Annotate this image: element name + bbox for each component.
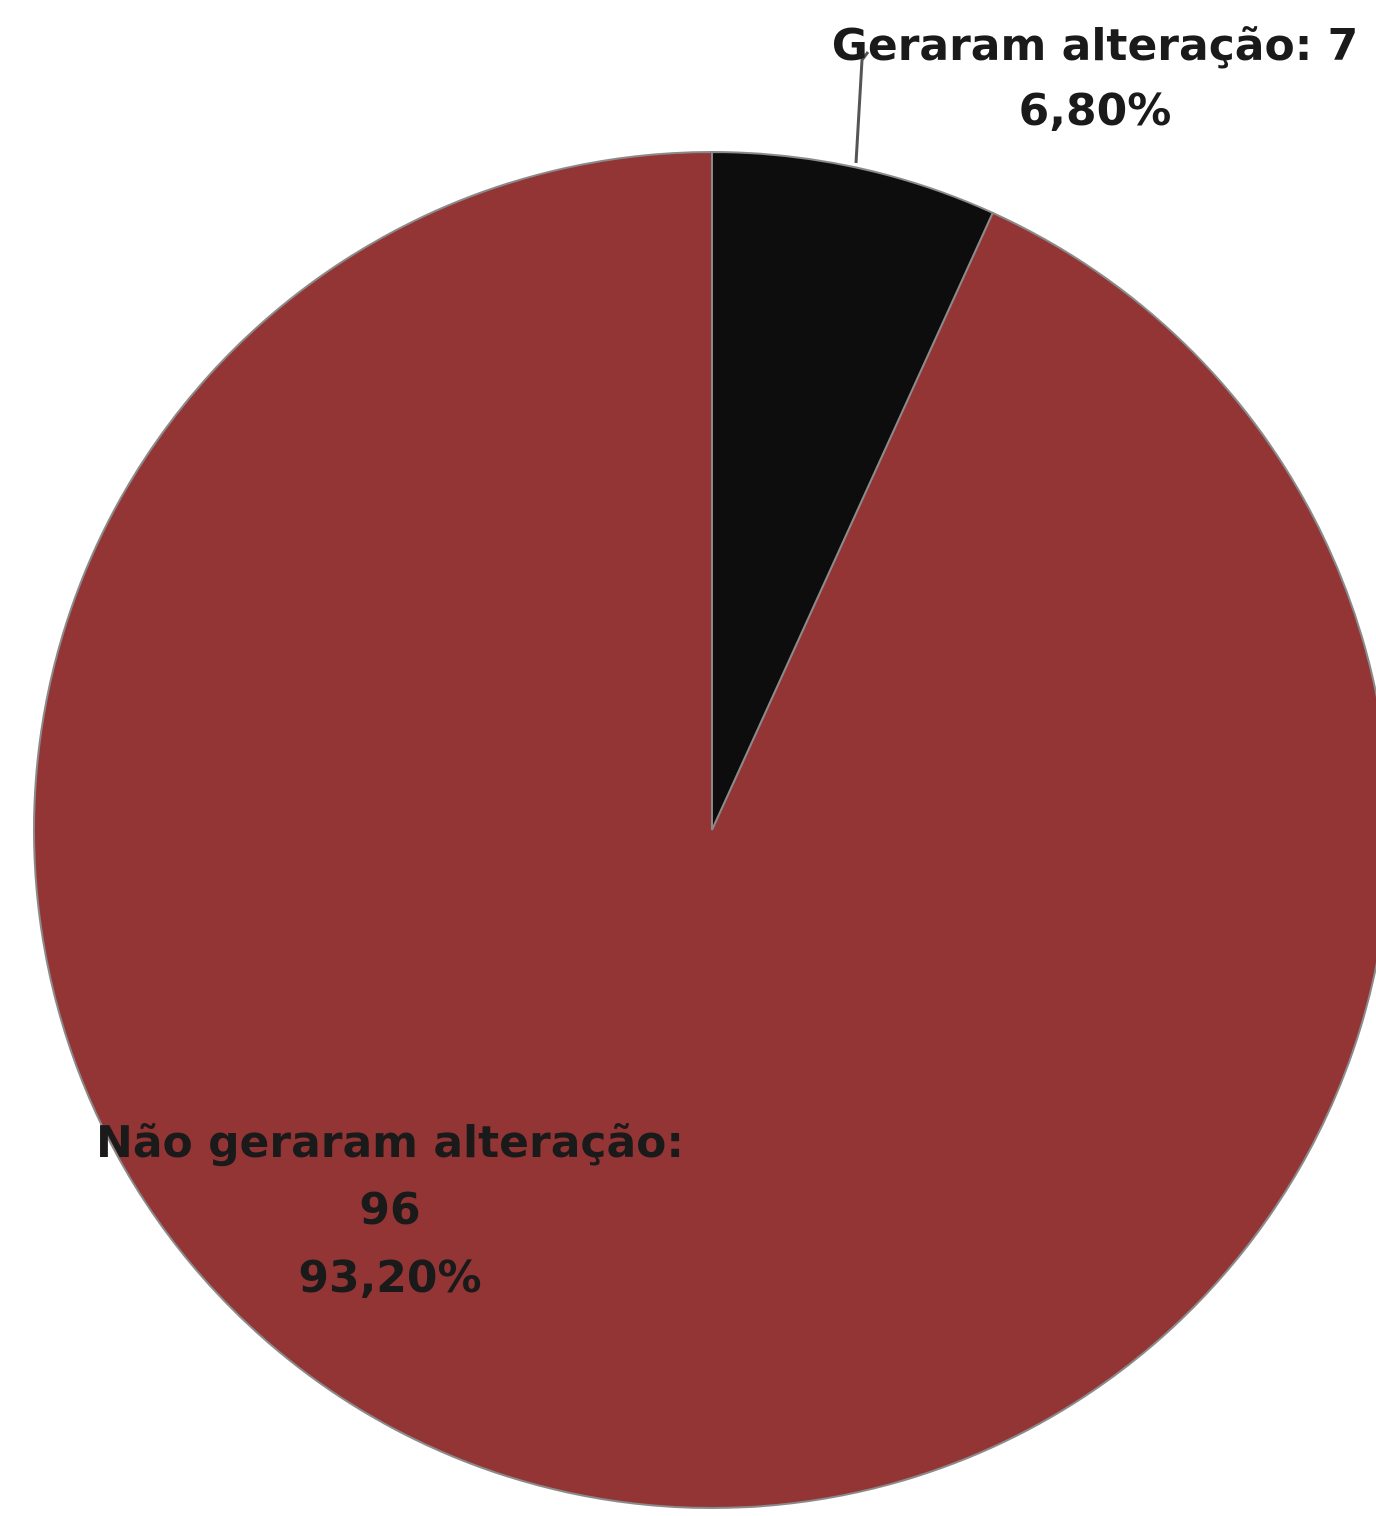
slice-2-value-label: 96 bbox=[359, 1184, 420, 1235]
pie-slices bbox=[33, 150, 1376, 1509]
slice-1-label: Geraram alteração: 7 bbox=[832, 20, 1358, 71]
slice-2-percent-label: 93,20% bbox=[298, 1252, 481, 1303]
pie-slice-2 bbox=[33, 150, 1376, 1509]
slice-1-percent-label: 6,80% bbox=[1019, 85, 1172, 136]
slice-2-label: Não geraram alteração: bbox=[96, 1117, 684, 1168]
slice-1-leader-line bbox=[854, 51, 870, 164]
pie-slice-1 bbox=[711, 150, 995, 831]
